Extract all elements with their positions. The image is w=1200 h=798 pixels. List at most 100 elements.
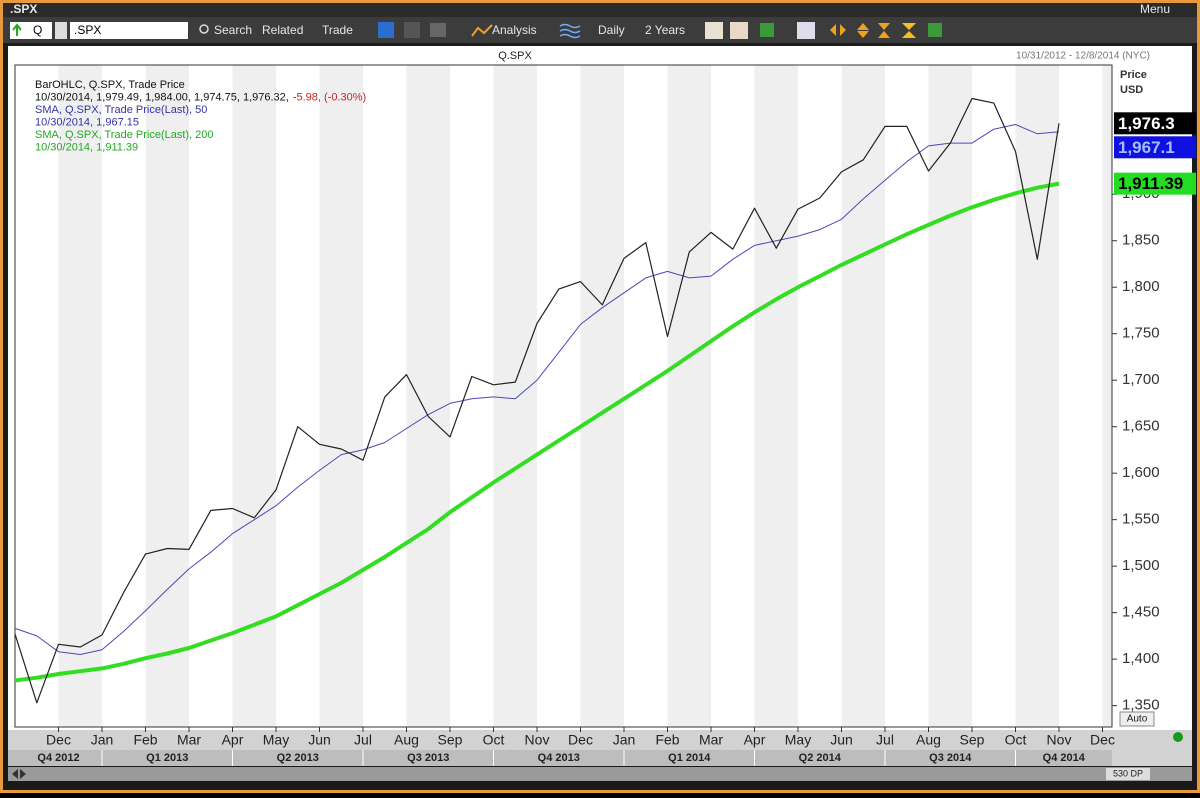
price-tag-label: 1,911.39 bbox=[1118, 174, 1183, 193]
legend-text: 10/30/2014, 1,911.39 bbox=[35, 141, 138, 153]
grid-icon[interactable] bbox=[760, 23, 774, 37]
auto-button[interactable] bbox=[1119, 711, 1155, 727]
y-tick-label: 1,700 bbox=[1122, 371, 1160, 388]
x-tick-label: Sep bbox=[438, 732, 463, 748]
x-tick-label: Dec bbox=[568, 732, 593, 748]
toolbar bbox=[3, 17, 1197, 43]
x-tick-label: Oct bbox=[483, 732, 505, 748]
y-tick-label: 1,550 bbox=[1122, 511, 1160, 528]
symbol-type-box[interactable] bbox=[10, 22, 52, 39]
pan-icon[interactable] bbox=[830, 24, 846, 36]
month-band bbox=[667, 65, 711, 727]
symbol-input[interactable] bbox=[70, 22, 188, 39]
month-band bbox=[1102, 65, 1112, 727]
legend-line: BarOHLC, Q.SPX, Trade Price bbox=[35, 79, 185, 91]
auto-label: Auto bbox=[1127, 714, 1148, 725]
month-band bbox=[754, 65, 798, 727]
month-bands bbox=[58, 65, 1112, 727]
x-tick-label: Aug bbox=[916, 732, 941, 748]
axis-unit: USD bbox=[1120, 84, 1143, 96]
quarter-label: Q1 2013 bbox=[146, 752, 188, 764]
search-button[interactable]: Search bbox=[214, 23, 252, 37]
x-tick-label: Jan bbox=[613, 732, 636, 748]
points-box[interactable] bbox=[1106, 768, 1150, 780]
export-icon[interactable] bbox=[928, 23, 942, 37]
up-arrow-icon bbox=[12, 23, 22, 36]
y-tick-label: 1,450 bbox=[1122, 604, 1160, 621]
trade-button[interactable]: Trade bbox=[322, 23, 353, 37]
x-tick-label: Feb bbox=[133, 732, 157, 748]
series-line bbox=[14, 97, 1060, 704]
legend-line: SMA, Q.SPX, Trade Price(Last), 200 bbox=[35, 129, 214, 141]
range-button[interactable]: 2 Years bbox=[645, 23, 685, 37]
menu[interactable]: Menu bbox=[1140, 2, 1170, 16]
legend-line: 10/30/2014, 1,979.49, 1,984.00, 1,974.75… bbox=[35, 91, 366, 103]
analysis-button[interactable]: Analysis bbox=[492, 23, 537, 37]
x-tick-label: Oct bbox=[1005, 732, 1027, 748]
price-tag-label: 1,967.1 bbox=[1118, 138, 1175, 157]
window-title: .SPX bbox=[10, 2, 37, 16]
x-tick-label: Apr bbox=[744, 732, 766, 748]
month-band bbox=[58, 65, 102, 727]
month-band bbox=[928, 65, 972, 727]
y-tick-label: 1,800 bbox=[1122, 278, 1160, 295]
scroll-arrows[interactable] bbox=[12, 769, 26, 779]
y-tick-label: 1,650 bbox=[1122, 418, 1160, 435]
x-tick-label: Feb bbox=[655, 732, 679, 748]
x-tick-label: Jan bbox=[91, 732, 114, 748]
chart-type-icon[interactable] bbox=[705, 22, 723, 39]
month-band bbox=[841, 65, 885, 727]
quarter-label: Q3 2013 bbox=[407, 752, 449, 764]
legend-text: SMA, Q.SPX, Trade Price(Last), 200 bbox=[35, 129, 214, 141]
quarter-label: Q4 2014 bbox=[1043, 752, 1086, 764]
scrollbar[interactable] bbox=[8, 767, 1192, 781]
y-tick-label: 1,850 bbox=[1122, 232, 1160, 249]
x-tick-label: Jun bbox=[830, 732, 853, 748]
y-tick-label: 1,350 bbox=[1122, 697, 1160, 714]
x-tick-label: May bbox=[263, 732, 289, 748]
quarter-label: Q4 2012 bbox=[37, 752, 79, 764]
quarter-label: Q3 2014 bbox=[929, 752, 972, 764]
plot: 1,350 1,400 1,450 1,500 1,550 1,600 1,650 1,700… bbox=[14, 79, 1196, 766]
y-tick-label: 1,750 bbox=[1122, 325, 1160, 342]
scale-icon[interactable] bbox=[878, 23, 890, 38]
date-range: 10/31/2012 - 12/8/2014 (NYC) bbox=[1016, 51, 1150, 62]
price-tag-label: 1,976.3 bbox=[1118, 114, 1175, 133]
quarter-label: Q2 2014 bbox=[799, 752, 842, 764]
undo-icon[interactable] bbox=[378, 22, 394, 38]
style-icon[interactable] bbox=[730, 22, 748, 39]
related-button[interactable]: Related bbox=[262, 23, 303, 37]
x-tick-label: Nov bbox=[1047, 732, 1072, 748]
x-tick-label: Jun bbox=[308, 732, 331, 748]
fit-icon[interactable] bbox=[902, 23, 916, 38]
month-band bbox=[232, 65, 276, 727]
month-band bbox=[319, 65, 363, 727]
price-tag bbox=[1114, 172, 1196, 195]
zoom-icon[interactable] bbox=[857, 23, 869, 38]
interval-button[interactable]: Daily bbox=[598, 23, 625, 37]
dropdown-button[interactable] bbox=[55, 22, 67, 39]
quarter-label: Q4 2013 bbox=[538, 752, 580, 764]
month-band bbox=[493, 65, 537, 727]
folder-icon[interactable] bbox=[430, 23, 446, 37]
redo-icon[interactable] bbox=[404, 22, 420, 38]
legend-line: 10/30/2014, 1,967.15 bbox=[35, 116, 139, 128]
x-tick-label: Apr bbox=[222, 732, 244, 748]
y-tick-label: 1,600 bbox=[1122, 464, 1160, 481]
quarter-label: Q2 2013 bbox=[277, 752, 319, 764]
month-band bbox=[580, 65, 624, 727]
x-tick-label: May bbox=[785, 732, 811, 748]
symbol: .SPX bbox=[74, 23, 101, 37]
series-line bbox=[14, 181, 1060, 683]
layout-icon[interactable] bbox=[797, 22, 815, 39]
x-tick-label: Mar bbox=[699, 732, 723, 748]
x-tick-label: Jul bbox=[354, 732, 372, 748]
legend-text: BarOHLC, Q.SPX, Trade Price bbox=[35, 79, 185, 91]
studies-icon[interactable] bbox=[559, 23, 581, 39]
legend-text: 10/30/2014, 1,979.49, 1,984.00, 1,974.75… bbox=[35, 91, 289, 103]
search-icon bbox=[199, 24, 209, 34]
price-tag bbox=[1114, 136, 1196, 159]
quarter-band bbox=[8, 750, 1112, 766]
